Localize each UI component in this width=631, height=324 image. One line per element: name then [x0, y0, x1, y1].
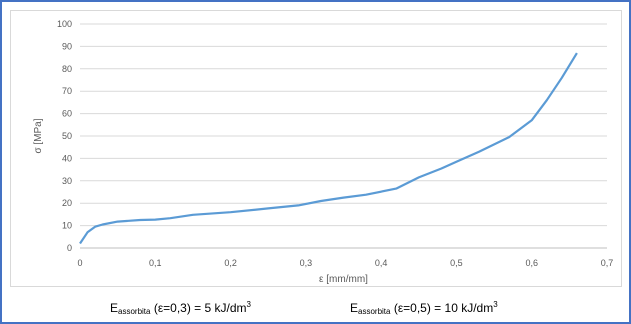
y-tick-label: 60	[62, 109, 72, 119]
y-tick-label: 30	[62, 176, 72, 186]
chart-area: 0 10 20 30 40 50 60 70 80 90 100 0 0,1 0,2 0,3 0,4 0,5 0…	[10, 10, 622, 287]
caption-1-superscript: 3	[246, 300, 251, 309]
y-tick-label: 80	[62, 64, 72, 74]
y-tick-label: 70	[62, 86, 72, 96]
y-tick-label: 10	[62, 221, 72, 231]
x-tick-label: 0,7	[601, 258, 614, 268]
y-tick-label: 50	[62, 131, 72, 141]
x-tick-labels: 0 0,1 0,2 0,3 0,4 0,5 0,6 0,7	[77, 258, 613, 268]
y-tick-label: 90	[62, 41, 72, 51]
y-tick-label: 40	[62, 153, 72, 163]
x-tick-label: 0,3	[300, 258, 313, 268]
x-tick-label: 0,2	[224, 258, 237, 268]
y-axis-title: σ [MPa]	[33, 118, 44, 153]
absorbed-energy-caption-1: Eassorbita (ε=0,3) = 5 kJ/dm3	[110, 300, 251, 316]
grid-lines	[80, 23, 607, 227]
caption-2-superscript: 3	[493, 300, 498, 309]
x-tick-label: 0,6	[525, 258, 538, 268]
caption-2-subscript: assorbita	[358, 307, 391, 316]
x-tick-label: 0,5	[450, 258, 463, 268]
caption-1-subscript: assorbita	[118, 307, 151, 316]
y-tick-labels: 0 10 20 30 40 50 60 70 80 90 100	[57, 19, 72, 253]
x-tick-label: 0,4	[375, 258, 388, 268]
x-tick-label: 0	[77, 258, 82, 268]
y-tick-label: 100	[57, 19, 72, 29]
captions: Eassorbita (ε=0,3) = 5 kJ/dm3 Eassorbita…	[2, 300, 631, 322]
y-tick-label: 20	[62, 198, 72, 208]
caption-2-main: E	[350, 301, 359, 315]
caption-1-text: (ε=0,3) = 5 kJ/dm	[150, 301, 247, 315]
y-tick-label: 0	[67, 243, 72, 253]
series-line	[79, 52, 578, 245]
x-tick-label: 0,1	[149, 258, 162, 268]
absorbed-energy-caption-2: Eassorbita (ε=0,5) = 10 kJ/dm3	[350, 300, 498, 316]
caption-2-text: (ε=0,5) = 10 kJ/dm	[390, 301, 494, 315]
caption-1-main: E	[110, 301, 119, 315]
x-axis-title: ε [mm/mm]	[319, 274, 368, 285]
